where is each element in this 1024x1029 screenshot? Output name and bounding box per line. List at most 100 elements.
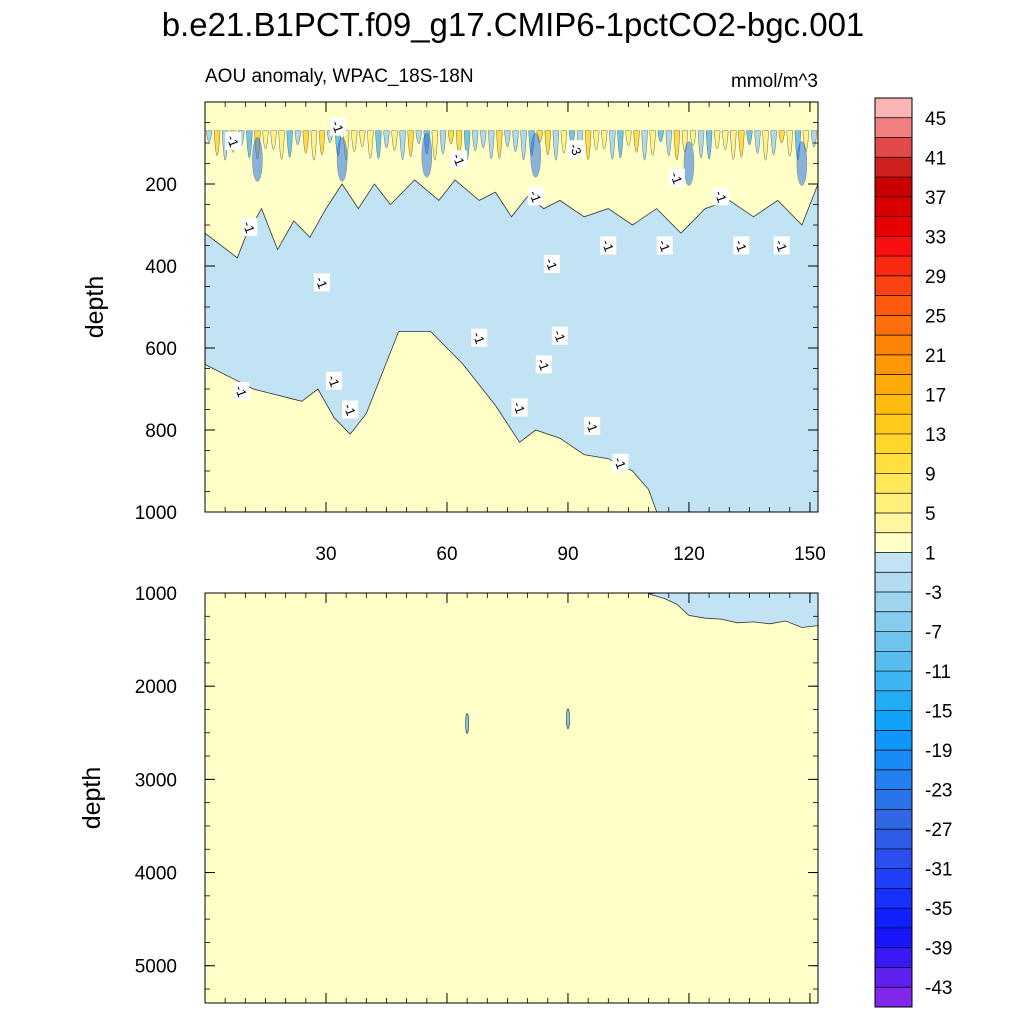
thermocline-streak	[600, 130, 608, 150]
upper-thermocline-band	[205, 130, 818, 186]
colorbar-tick-label: 33	[925, 227, 946, 248]
thermocline-streak	[730, 130, 737, 160]
contour-label-box	[584, 416, 601, 435]
units-label: mmol/m^3	[731, 71, 818, 92]
lower-plot-area	[465, 593, 818, 734]
contour-label-text: -1	[550, 328, 568, 344]
thermocline-streak	[625, 130, 632, 147]
colorbar-swatch	[875, 769, 912, 790]
colorbar-swatch	[875, 947, 912, 968]
contour-label-text: -1	[599, 238, 617, 254]
thermocline-streak	[399, 130, 406, 160]
contour-label: -1	[470, 328, 488, 347]
thermocline-streak	[415, 130, 423, 145]
colorbar-tick-label: 17	[925, 385, 946, 406]
thermocline-streak	[512, 130, 519, 153]
lower-y-axis-label: depth	[78, 767, 106, 830]
thermocline-streak	[407, 130, 414, 157]
lower-y-tick-label: 3000	[135, 770, 177, 791]
small-anomaly-feature	[566, 708, 570, 730]
negative-anomaly-core	[336, 137, 348, 182]
contour-label: -1	[599, 236, 617, 255]
thermocline-streak	[262, 130, 269, 150]
colorbar-swatch	[875, 809, 912, 830]
left-subtitle: AOU anomaly, WPAC_18S-18N	[205, 66, 474, 87]
upper-panel: -1 -1 -1 -3 -1 -1 -1 -1 -1 -1 -1 -1 -1 -1 -1 -1 -1 -1 -1 -1…	[81, 101, 826, 565]
colorbar-tick-label: -23	[925, 781, 952, 802]
thermocline-streak	[286, 130, 293, 158]
thermocline-streak	[778, 130, 785, 144]
colorbar-swatch	[875, 730, 912, 751]
contour-label: -1	[329, 117, 347, 136]
contour-label-text: -1	[611, 455, 629, 471]
colorbar-swatch	[875, 671, 912, 692]
thermocline-streak	[496, 130, 503, 159]
lower-panel-background	[205, 593, 818, 1003]
contour-label-text: -1	[450, 152, 468, 168]
contour-label: -1	[611, 453, 629, 472]
colorbar-swatch	[875, 690, 912, 711]
colorbar-tick-label: 1	[925, 544, 936, 565]
contour-label-text: -1	[312, 275, 330, 291]
contour-label-text: -1	[534, 357, 552, 373]
contour-label: -1	[712, 187, 730, 206]
colorbar-tick-label: 29	[925, 267, 946, 288]
contour-label: -1	[667, 168, 685, 187]
contour-label: -1	[224, 131, 242, 150]
thermocline-streak	[560, 130, 568, 154]
contour-label-text: -1	[732, 238, 750, 254]
colorbar-tick-label: 21	[925, 346, 946, 367]
colorbar-swatch	[875, 236, 912, 257]
colorbar-tick-label: -35	[925, 899, 952, 920]
contour-label: -1	[655, 236, 673, 255]
x-tick-label: 120	[673, 544, 705, 565]
upper-plot-area: -1 -1 -1 -3 -1 -1 -1 -1 -1 -1 -1 -1 -1 -1 -1 -1 -1 -1 -1 -1…	[205, 117, 818, 512]
thermocline-streak	[609, 130, 616, 160]
contour-label-text: -1	[526, 188, 544, 204]
colorbar-tick-label: 9	[925, 464, 936, 485]
colorbar-swatch	[875, 927, 912, 949]
colorbar-swatch	[875, 414, 912, 435]
contour-label: -1	[232, 382, 250, 401]
contour-label-box	[471, 328, 488, 347]
thermocline-streak	[721, 130, 729, 151]
thermocline-streak	[447, 130, 455, 145]
colorbar-swatch	[875, 631, 912, 652]
thermocline-streak	[278, 130, 285, 160]
thermocline-streak	[802, 130, 810, 152]
colorbar-swatch	[875, 710, 912, 731]
contour-label-text: -1	[510, 400, 528, 416]
thermocline-streak	[697, 130, 705, 159]
colorbar-swatch	[875, 750, 912, 771]
contour-label: -3	[567, 140, 585, 159]
lower-y-tick-label: 2000	[135, 677, 177, 698]
contour-label: -1	[772, 236, 790, 255]
contour-label-box	[241, 218, 258, 237]
colorbar-swatch	[875, 157, 912, 178]
thermocline-streak	[439, 130, 447, 155]
contour-label: -1	[312, 273, 331, 292]
contour-label-text: -1	[667, 170, 685, 186]
contour-label-box	[330, 117, 347, 136]
thermocline-streak	[617, 130, 624, 158]
lower-y-tick-label: 1000	[135, 584, 177, 605]
thermocline-streak	[754, 130, 761, 154]
thermocline-streak	[552, 130, 560, 161]
lower-negative-anomaly-region	[648, 593, 818, 628]
chart-title: b.e21.B1PCT.f09_g17.CMIP6-1pctCO2-bgc.00…	[162, 6, 865, 43]
colorbar-swatch	[875, 196, 912, 217]
thermocline-streak	[584, 130, 592, 160]
contour-label-box	[600, 236, 617, 255]
colorbar-tick-label: 45	[925, 109, 946, 130]
colorbar-tick-label: 41	[925, 148, 946, 169]
colorbar-swatch	[875, 868, 912, 889]
colorbar-swatch	[875, 908, 912, 929]
thermocline-streak	[592, 130, 600, 151]
negative-anomaly-core	[683, 141, 695, 186]
contour-label-box	[233, 382, 250, 401]
contour-label: -1	[550, 326, 568, 345]
contour-label-box	[527, 187, 544, 206]
colorbar-swatch	[875, 374, 912, 395]
x-tick-label: 150	[794, 544, 826, 565]
contour-label: -1	[341, 400, 359, 419]
